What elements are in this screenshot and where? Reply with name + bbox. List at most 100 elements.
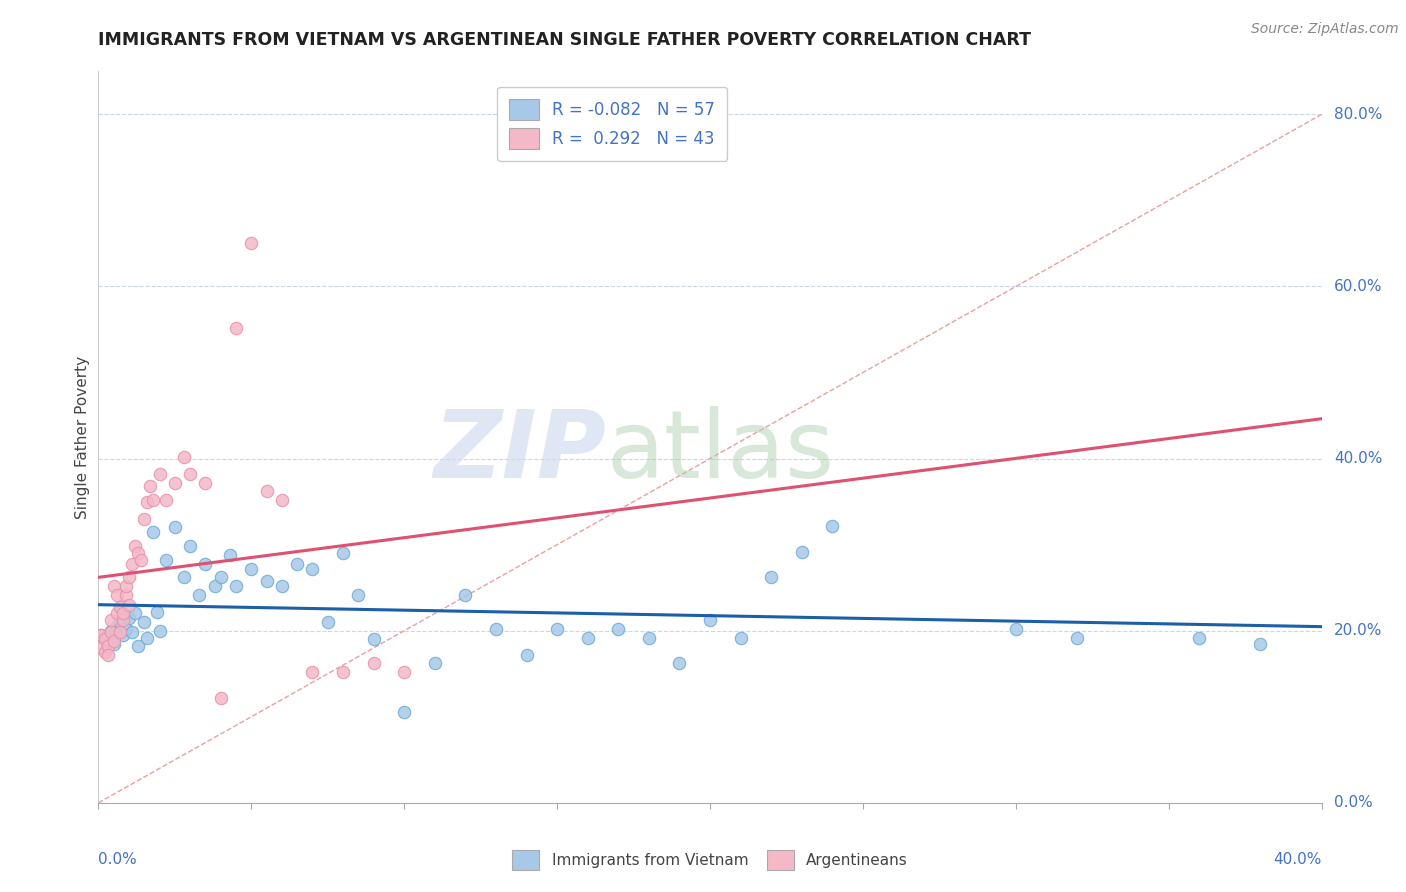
Text: 0.0%: 0.0% (98, 852, 138, 867)
Point (127, 546, 149, 560)
Point (516, 648, 538, 662)
Point (699, 613, 721, 627)
Text: 20.0%: 20.0% (1334, 624, 1382, 638)
Point (163, 475, 186, 490)
Point (134, 615, 156, 629)
Point (219, 548, 242, 562)
Text: 40.0%: 40.0% (1274, 852, 1322, 867)
Point (134, 512, 156, 526)
Point (142, 492, 165, 507)
Point (209, 690, 232, 705)
Point (204, 579, 226, 593)
Point (149, 467, 172, 481)
Text: atlas: atlas (606, 406, 834, 498)
Point (607, 622, 630, 636)
Point (155, 492, 177, 507)
Point (347, 588, 370, 602)
Text: Source: ZipAtlas.com: Source: ZipAtlas.com (1251, 22, 1399, 37)
Point (105, 588, 128, 602)
Point (93, 631, 115, 645)
Point (100, 625, 122, 640)
Point (124, 540, 146, 554)
Point (392, 665, 416, 679)
Point (1066, 631, 1088, 645)
Point (139, 479, 162, 493)
Point (100, 624, 122, 638)
Text: 60.0%: 60.0% (1334, 279, 1382, 294)
Point (301, 562, 323, 576)
Point (90, 640, 112, 655)
Point (301, 665, 323, 679)
Point (105, 607, 128, 621)
Point (115, 622, 138, 636)
Point (90, 628, 112, 642)
Point (225, 579, 247, 593)
Point (179, 467, 201, 481)
Point (194, 475, 217, 490)
Point (108, 615, 131, 629)
Text: IMMIGRANTS FROM VIETNAM VS ARGENTINEAN SINGLE FATHER POVERTY CORRELATION CHART: IMMIGRANTS FROM VIETNAM VS ARGENTINEAN S… (98, 31, 1032, 49)
Point (127, 639, 149, 653)
Point (546, 622, 568, 636)
Point (730, 631, 752, 645)
Point (285, 557, 308, 571)
Point (93, 645, 115, 659)
Point (136, 494, 159, 508)
Point (332, 665, 354, 679)
Point (103, 579, 125, 593)
Point (105, 619, 128, 633)
Point (149, 624, 172, 638)
Point (240, 562, 263, 576)
Point (100, 613, 122, 627)
Point (423, 657, 446, 671)
Point (454, 588, 477, 602)
Point (194, 557, 217, 571)
Legend: Immigrants from Vietnam, Argentineans: Immigrants from Vietnam, Argentineans (506, 844, 914, 876)
Point (173, 570, 195, 584)
Point (118, 598, 141, 612)
Point (108, 625, 131, 640)
Point (121, 557, 143, 571)
Point (1004, 622, 1026, 636)
Point (316, 615, 339, 629)
Point (179, 540, 201, 554)
Point (163, 520, 186, 534)
Text: 40.0%: 40.0% (1334, 451, 1382, 467)
Point (111, 628, 134, 642)
Point (121, 625, 143, 640)
Point (118, 611, 141, 625)
Point (103, 634, 125, 648)
Point (392, 706, 416, 720)
Point (142, 524, 165, 539)
Point (576, 631, 599, 645)
Point (637, 631, 661, 645)
Point (111, 607, 134, 621)
Point (93, 632, 115, 647)
Y-axis label: Single Father Poverty: Single Father Poverty (75, 356, 90, 518)
Point (115, 588, 138, 602)
Point (97, 634, 120, 648)
Point (256, 484, 278, 499)
Text: ZIP: ZIP (433, 406, 606, 498)
Point (363, 657, 385, 671)
Text: 0.0%: 0.0% (1334, 796, 1372, 810)
Point (124, 607, 146, 621)
Point (363, 632, 385, 647)
Point (103, 637, 125, 651)
Point (790, 544, 813, 558)
Point (332, 546, 354, 560)
Point (188, 588, 211, 602)
Point (136, 631, 159, 645)
Point (103, 632, 125, 647)
Point (173, 450, 195, 464)
Point (485, 622, 508, 636)
Point (821, 518, 844, 533)
Point (668, 657, 690, 671)
Point (97, 648, 120, 662)
Point (145, 605, 167, 619)
Point (270, 579, 292, 593)
Point (256, 574, 278, 588)
Point (225, 320, 247, 334)
Point (1249, 637, 1271, 651)
Point (111, 613, 134, 627)
